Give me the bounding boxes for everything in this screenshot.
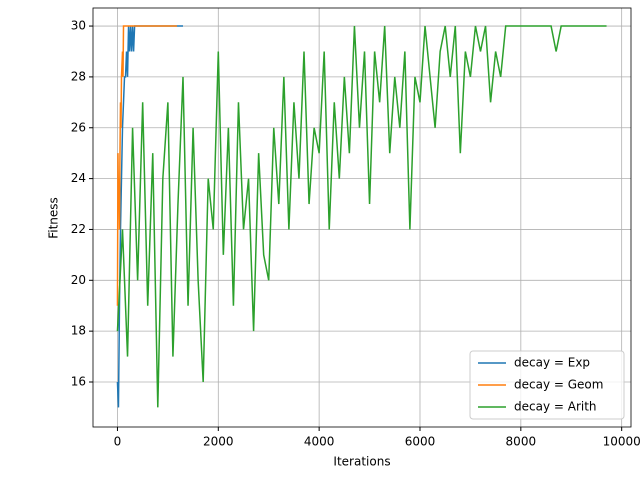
y-tick-label: 20 [71, 273, 86, 287]
x-tick-label: 6000 [405, 435, 436, 449]
x-tick-label: 2000 [203, 435, 234, 449]
x-axis-label: Iterations [333, 455, 390, 469]
y-axis-label: Fitness [47, 197, 61, 239]
x-tick-label: 8000 [506, 435, 537, 449]
x-tick-label: 10000 [603, 435, 640, 449]
legend-box [469, 350, 625, 420]
legend-label: decay = Geom [514, 378, 603, 392]
y-tick-label: 22 [71, 222, 86, 236]
y-tick-label: 24 [71, 171, 86, 185]
y-tick-label: 30 [71, 19, 86, 33]
x-tick-label: 0 [114, 435, 122, 449]
plot-frame [92, 7, 632, 428]
legend-label: decay = Arith [514, 400, 597, 414]
data-line [116, 25, 607, 408]
y-tick-label: 18 [71, 324, 86, 338]
y-tick-label: 26 [71, 120, 86, 134]
y-tick-label: 16 [71, 374, 86, 388]
legend-label: decay = Exp [514, 356, 590, 370]
data-line [116, 25, 177, 306]
y-tick-label: 28 [71, 69, 86, 83]
x-tick-label: 4000 [304, 435, 335, 449]
